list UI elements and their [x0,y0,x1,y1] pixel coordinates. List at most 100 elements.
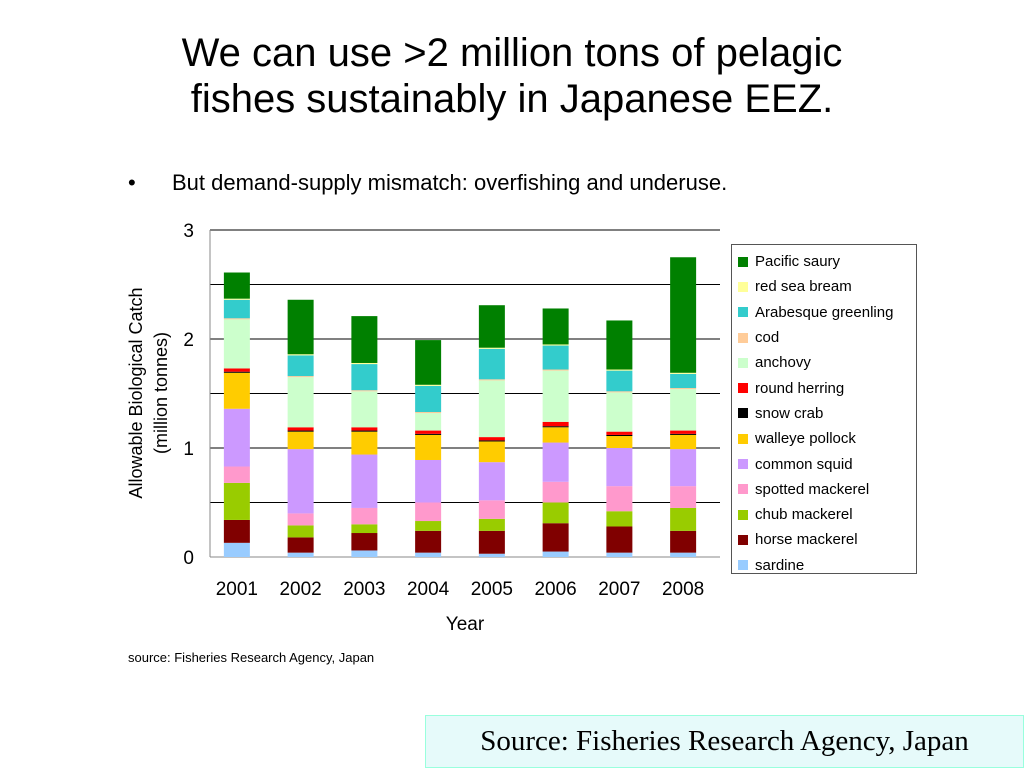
legend-swatch [738,357,748,368]
bar-segment [478,518,505,531]
bar-segment [542,502,569,524]
bar-segment [478,380,505,438]
bar-segment [542,426,569,428]
bar-segment [478,379,505,381]
bar-segment [223,408,250,467]
bar-segment [351,362,378,365]
bar-segment [415,413,442,431]
bar-segment [351,533,378,551]
x-tick-label: 2007 [598,579,640,600]
bar-segment [606,320,633,370]
legend-swatch [738,459,748,470]
bar-segment [415,502,442,522]
bar-segment [606,434,633,437]
bar-segment [351,507,378,525]
bar-segment [670,434,697,450]
legend-label: round herring [755,379,845,397]
bar-segment [542,369,569,371]
bar-segment [351,391,378,428]
legend-label: snow crab [755,404,824,422]
bar-segment [287,552,314,557]
bar-segment [606,391,633,393]
bar-segment [670,257,697,373]
bar-segment [351,550,378,557]
bar-segment [670,552,697,557]
slide-title-line-1: We can use >2 million tons of pelagic [181,31,843,75]
bar-segment [351,364,378,391]
bar-segment [542,345,569,370]
bar-segment [223,519,250,543]
slide-title: We can use >2 million tons of pelagic fi… [0,30,1024,122]
bar-segment [287,513,314,526]
bar-segment [478,530,505,554]
legend-item: chub mackerel [732,502,916,527]
bullet-point: • But demand-supply mismatch: overfishing… [128,170,727,196]
bar-segment [415,459,442,503]
chart-source-note: source: Fisheries Research Agency, Japan [128,650,375,665]
bar-segment [351,431,378,455]
bar-segment [287,449,314,514]
bar-segment [287,431,314,450]
bar-segment [287,377,314,428]
legend-label: Arabesque greenling [755,303,894,321]
bar-segment [670,389,697,431]
legend-swatch [738,509,748,520]
bar-segment [670,430,697,434]
bar-segment [670,388,697,390]
bar-segment [542,370,569,422]
x-tick-label: 2008 [662,579,704,600]
bar-segment [415,430,442,434]
x-axis-title: Year [446,614,485,635]
bar-segment [606,369,633,371]
bar-segment [606,526,633,553]
bar-segment [542,344,569,346]
legend-swatch [738,383,748,394]
y-tick-label: 0 [183,548,194,569]
bar-segment [670,373,697,389]
y-axis-title-line-1: Allowable Biological Catch [126,287,146,498]
chart-legend: Pacific saury red sea bream Arabesque gree… [731,244,917,574]
legend-swatch [738,408,748,419]
bar-segment [478,347,505,349]
slide-title-line-2: fishes sustainably in Japanese EEZ. [190,77,834,121]
y-tick-label: 2 [183,330,194,351]
bar-segment [223,372,250,409]
bar-segment [351,390,378,392]
bar-segment [223,318,250,320]
bar-segment [542,481,569,503]
bar-segment [542,551,569,557]
bar-segment [223,272,250,299]
bar-segment [542,421,569,427]
bar-segment [223,542,250,557]
x-tick-label: 2004 [407,579,450,600]
bar-segment [223,371,250,373]
legend-item: horse mackerel [732,527,916,552]
bar-segment [287,537,314,553]
bar-segment [670,530,697,553]
bar-segment [542,523,569,552]
legend-item: spotted mackerel [732,477,916,502]
bar-segment [478,437,505,441]
bar-segment [606,436,633,448]
legend-label: Pacific saury [755,253,841,271]
bar-segment [415,433,442,435]
bar-segment [415,385,442,413]
bar-segment [478,441,505,463]
legend-swatch [738,484,748,495]
bar-segment [287,525,314,538]
legend-item: round herring [732,375,916,400]
legend-label: chub mackerel [755,506,853,524]
bar-segment [415,412,442,414]
legend-label: horse mackerel [755,531,858,549]
legend-swatch [738,307,748,318]
legend-label: red sea bream [755,278,852,296]
bar-segment [287,299,314,355]
legend-label: anchovy [755,354,811,372]
bar-segment [478,440,505,442]
bar-segment [415,384,442,386]
bar-segment [606,486,633,512]
bar-segment [542,427,569,443]
bar-segment [351,430,378,432]
bar-segment [223,299,250,319]
